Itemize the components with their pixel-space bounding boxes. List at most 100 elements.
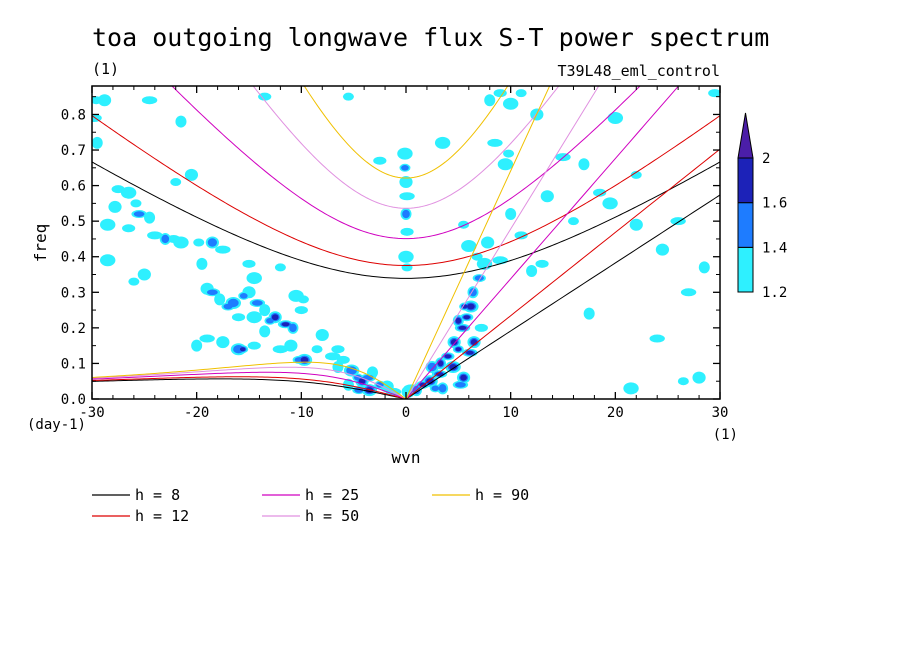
legend-label-12: h = 12	[135, 507, 189, 525]
power-region-blob	[434, 136, 451, 149]
x-axis-label: wvn	[392, 448, 421, 467]
power-region-blob	[497, 158, 514, 171]
power-heatmap	[92, 89, 720, 398]
power-region-blob	[677, 377, 689, 386]
power-region-blob	[400, 227, 414, 236]
power-region-blob	[401, 165, 409, 171]
legend-label-90: h = 90	[475, 486, 529, 504]
colorbar-swatch-2	[737, 157, 754, 204]
power-region-blob	[431, 385, 440, 392]
power-region-blob	[470, 339, 478, 346]
power-region-blob	[258, 92, 272, 101]
kelvin-curve-8	[405, 194, 720, 399]
power-region-blob	[426, 378, 434, 385]
power-region-blob	[215, 245, 231, 254]
gravity-curve-90	[303, 86, 509, 179]
legend-label-50: h = 50	[305, 507, 359, 525]
power-region-blob	[692, 371, 706, 384]
power-region-blob	[206, 289, 218, 296]
kelvin-curve-90	[405, 86, 551, 399]
power-region-blob	[193, 238, 205, 247]
legend-label-8: h = 8	[135, 486, 180, 504]
power-region-blob	[144, 211, 156, 224]
power-region-blob	[578, 158, 590, 171]
power-region-blob	[97, 94, 112, 107]
power-region-blob	[399, 192, 415, 201]
y-tick-label: 0.1	[61, 356, 86, 372]
power-region-blob	[196, 257, 208, 270]
y-tick-label: 0.0	[61, 392, 86, 408]
power-region-blob	[207, 238, 217, 247]
power-region-blob	[623, 382, 639, 395]
power-region-blob	[216, 336, 230, 349]
power-region-blob	[444, 354, 452, 359]
power-region-blob	[259, 325, 271, 338]
power-region-blob	[593, 188, 607, 197]
power-region-blob	[272, 345, 289, 354]
power-region-blob	[130, 199, 142, 208]
power-region-blob	[100, 254, 116, 267]
power-region-blob	[481, 236, 495, 249]
power-region-blob	[629, 218, 643, 231]
power-region-blob	[438, 384, 447, 393]
y-axis-unit: (day-1)	[27, 417, 86, 433]
power-region-blob	[461, 240, 477, 253]
power-region-blob	[214, 293, 226, 306]
power-region-blob	[108, 200, 122, 213]
power-region-blob	[449, 363, 457, 370]
power-region-blob	[128, 277, 140, 286]
power-region-blob	[427, 362, 437, 372]
colorbar-label: 2	[762, 151, 770, 167]
power-region-blob	[294, 306, 308, 315]
colorbar-swatch-1	[737, 202, 754, 248]
power-region-blob	[251, 300, 263, 306]
power-region-blob	[184, 168, 199, 181]
power-region-blob	[259, 304, 271, 317]
power-region-blob	[455, 317, 462, 324]
colorbar-label: 1.6	[762, 196, 787, 212]
power-region-blob	[274, 263, 286, 272]
power-region-blob	[242, 259, 256, 268]
power-region-blob	[708, 89, 720, 98]
power-region-blob	[147, 231, 163, 240]
power-region-blob	[161, 234, 170, 244]
power-region-blob	[401, 263, 413, 272]
power-region-blob	[402, 209, 410, 219]
power-region-blob	[503, 149, 515, 158]
power-region-blob	[120, 186, 137, 199]
power-region-blob	[474, 323, 488, 332]
y-tick-label: 0.3	[61, 285, 86, 301]
rossby-curve-25	[92, 371, 407, 399]
legend: h = 8 h = 12 h = 25 h = 50 h = 90	[92, 486, 529, 525]
power-region-blob	[649, 334, 665, 343]
power-region-blob	[289, 323, 297, 333]
kelvin-curve-50	[405, 86, 600, 399]
power-region-blob	[271, 314, 279, 321]
rossby-curve-50	[92, 366, 407, 399]
y-tick-label: 0.6	[61, 179, 86, 195]
power-region-blob	[300, 356, 309, 363]
power-region-blob	[465, 350, 474, 355]
colorbar-label: 1.4	[762, 240, 787, 256]
x-axis-unit: (1)	[713, 427, 738, 443]
power-region-blob	[469, 288, 477, 297]
x-tick-label: 10	[502, 405, 519, 421]
power-region-blob	[311, 345, 323, 354]
power-region-blob	[493, 89, 507, 98]
x-tick-label: -30	[79, 405, 104, 421]
chart-title: toa outgoing longwave flux S-T power spe…	[92, 23, 769, 52]
rossby-curve-12	[92, 376, 407, 399]
power-region-blob	[100, 218, 116, 231]
colorbar-label: 1.2	[762, 285, 787, 301]
power-region-blob	[297, 295, 309, 304]
power-region-blob	[227, 298, 239, 308]
y-tick-label: 0.2	[61, 321, 86, 337]
power-region-blob	[655, 243, 670, 256]
power-region-blob	[460, 374, 467, 381]
power-region-blob	[437, 360, 444, 367]
power-region-blob	[526, 264, 538, 277]
power-region-blob	[231, 313, 246, 322]
power-region-blob	[170, 178, 182, 187]
colorbar-extend-triangle	[737, 112, 754, 159]
